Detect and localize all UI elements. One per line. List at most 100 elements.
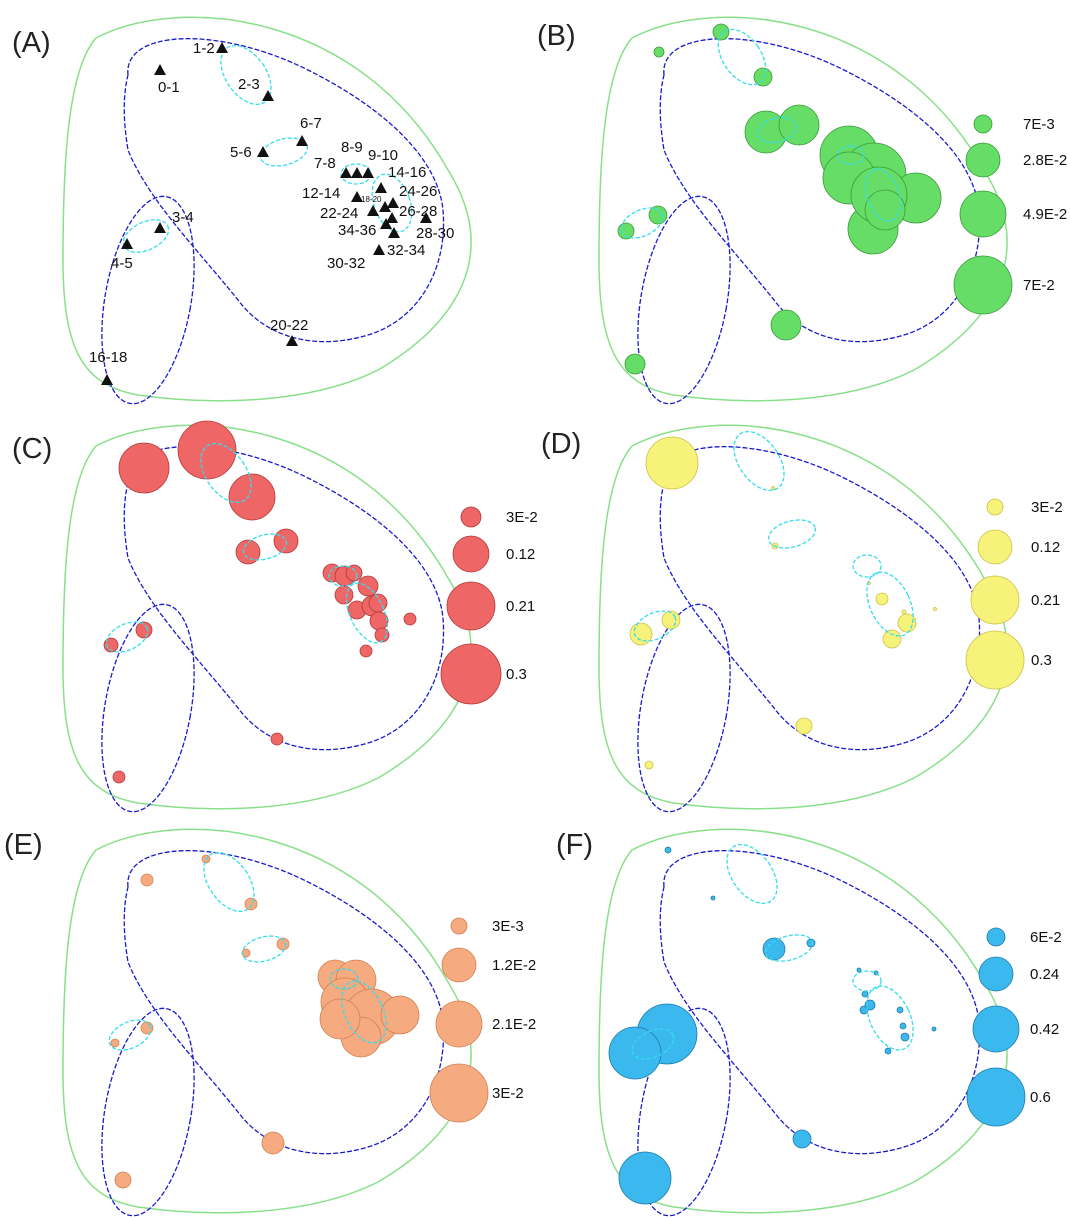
legend-label: 2.8E-2 — [1023, 152, 1067, 169]
bubble — [629, 622, 653, 646]
bubble — [661, 610, 681, 630]
legend-bubble — [972, 1005, 1020, 1053]
bubble — [899, 1022, 907, 1030]
legend-label: 3E-2 — [1031, 499, 1063, 516]
bubble-group — [629, 436, 937, 770]
bubble — [110, 1038, 120, 1048]
bubble — [345, 564, 363, 582]
site-marker — [380, 218, 392, 229]
legend-label: 0.24 — [1030, 966, 1059, 983]
cluster-ellipse — [341, 980, 387, 1044]
legend-bubble — [452, 535, 490, 573]
panel-f: (F) — [556, 828, 1062, 1217]
bubble — [712, 23, 730, 41]
legend-bubble — [460, 506, 482, 528]
cluster-ellipse — [108, 1019, 152, 1051]
site-marker — [362, 167, 374, 178]
site-label: 1-2 — [193, 40, 215, 57]
bubble — [319, 998, 361, 1040]
panel-label-d: (D) — [541, 428, 581, 460]
cluster-ellipse — [105, 621, 149, 653]
site-marker — [420, 212, 432, 223]
site-marker — [286, 335, 298, 346]
cluster-ellipse — [852, 554, 882, 578]
site-label: 30-32 — [327, 255, 365, 272]
cluster-ellipse — [733, 430, 785, 492]
bubble — [228, 473, 276, 521]
site-marker — [388, 227, 400, 238]
legend-bubble — [965, 142, 1001, 178]
legend-bubble — [446, 581, 496, 631]
panel-e: (E) — [4, 828, 536, 1217]
site-label: 16-18 — [89, 349, 127, 366]
bubble — [645, 436, 699, 490]
bubble — [762, 937, 786, 961]
panel-label-a: (A) — [12, 27, 51, 59]
legend-bubble — [440, 643, 502, 705]
cluster-ellipse — [756, 116, 798, 144]
group-ellipse-large — [123, 445, 445, 751]
site-marker — [375, 182, 387, 193]
legend-bubble — [450, 917, 468, 935]
cluster-ellipses — [620, 28, 902, 239]
legend-label: 0.12 — [1031, 539, 1060, 556]
cluster-ellipse — [241, 935, 287, 963]
bubble — [135, 621, 153, 639]
legend-bubble — [978, 956, 1014, 992]
bubble — [806, 938, 816, 948]
legend-label: 3E-2 — [492, 1085, 524, 1102]
bubble — [778, 104, 820, 146]
site-marker — [373, 244, 385, 255]
site-markers — [101, 42, 432, 385]
site-marker — [154, 64, 166, 75]
bubble — [933, 607, 937, 611]
legend-bubble — [966, 1067, 1026, 1127]
site-label: 2-3 — [238, 76, 260, 93]
legend: 3E-2 0.12 0.21 0.3 — [440, 506, 538, 705]
cluster-ellipse — [726, 843, 778, 905]
site-label: 26-28 — [399, 203, 437, 220]
legend-label: 3E-3 — [492, 918, 524, 935]
bubble — [244, 897, 258, 911]
bubble — [261, 1131, 285, 1155]
site-label: 0-1 — [158, 79, 180, 96]
bubble — [276, 937, 290, 951]
bubble — [140, 873, 154, 887]
bubble — [753, 67, 773, 87]
bubble — [380, 995, 420, 1035]
panel-d: (D) — [541, 424, 1063, 820]
legend: 3E-2 0.12 0.21 0.3 — [965, 498, 1063, 690]
cluster-ellipse — [631, 1028, 675, 1060]
legend-bubble — [977, 529, 1013, 565]
legend-bubble — [953, 255, 1013, 315]
site-marker — [379, 201, 391, 212]
bubble — [771, 486, 775, 490]
legend-label: 7E-2 — [1023, 277, 1055, 294]
site-marker — [386, 212, 398, 223]
site-marker — [216, 42, 228, 53]
bubble — [235, 539, 261, 565]
cluster-ellipse — [371, 173, 413, 233]
site-marker — [351, 191, 363, 202]
bubble — [334, 585, 354, 605]
legend-bubble — [435, 1000, 483, 1048]
site-marker — [257, 146, 269, 157]
site-labels: 0-1 1-2 2-3 3-4 4-5 5-6 6-7 7-8 8-9 9-10… — [89, 40, 454, 366]
site-marker — [340, 167, 352, 178]
bubble — [856, 967, 862, 973]
site-marker — [101, 374, 113, 385]
legend-label: 0.3 — [1031, 652, 1052, 669]
legend-bubble — [970, 575, 1020, 625]
site-label: 12-14 — [302, 185, 340, 202]
legend: 7E-3 2.8E-2 4.9E-2 7E-2 — [953, 114, 1067, 315]
site-marker — [367, 205, 379, 216]
legend-label: 6E-2 — [1030, 929, 1062, 946]
bubble — [241, 948, 251, 958]
bubble — [103, 637, 119, 653]
cluster-ellipse — [764, 934, 814, 962]
site-marker — [154, 222, 166, 233]
bubble — [357, 575, 379, 597]
legend-label: 3E-2 — [506, 509, 538, 526]
legend-bubble — [429, 1063, 489, 1123]
panel-c: (C) — [12, 420, 538, 820]
